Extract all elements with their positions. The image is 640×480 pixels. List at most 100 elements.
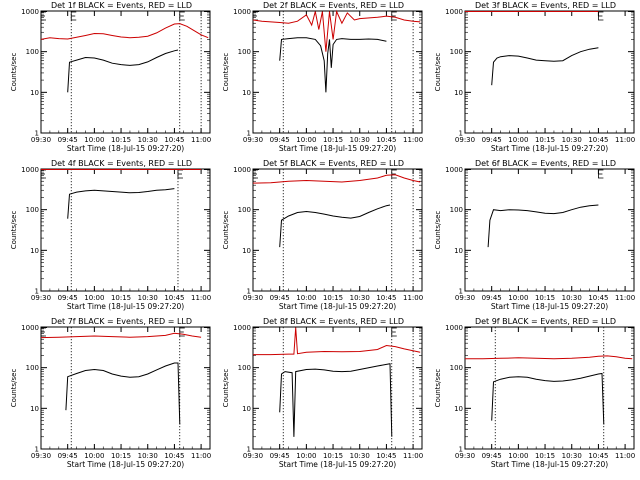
chart-panel-5: Det 5f BLACK = Events, RED = LLD 1 10 100 10… bbox=[222, 159, 423, 311]
chart-panel-8: Det 8f BLACK = Events, RED = LLD 1 10 100 10… bbox=[222, 317, 423, 469]
chart-title: Det 1f BLACK = Events, RED = LLD bbox=[51, 1, 192, 10]
x-tick-label: 09:30 bbox=[31, 294, 51, 302]
y-tick-label: 1 bbox=[459, 130, 463, 138]
lld-series-line bbox=[465, 355, 633, 360]
y-tick-label: 1000 bbox=[21, 166, 39, 174]
plot-frame bbox=[252, 10, 423, 134]
y-tick-label: 10 bbox=[242, 247, 251, 255]
x-tick-label: 09:45 bbox=[482, 136, 502, 144]
x-tick-label: 10:30 bbox=[562, 136, 582, 144]
x-tick-label: 11:00 bbox=[615, 294, 635, 302]
y-tick-label: 1 bbox=[459, 288, 463, 296]
x-tick-label: 10:15 bbox=[323, 136, 343, 144]
plot-frame bbox=[40, 168, 211, 292]
plot-frame bbox=[40, 326, 211, 450]
x-tick-label: 10:30 bbox=[138, 136, 158, 144]
chart-title: Det 8f BLACK = Events, RED = LLD bbox=[263, 317, 404, 326]
y-axis-label: Counts/sec bbox=[10, 53, 18, 92]
chart-panel-9: Det 9f BLACK = Events, RED = LLD 1 10 100 10… bbox=[434, 317, 635, 469]
x-tick-label: 09:45 bbox=[270, 452, 290, 460]
x-tick-label: 09:45 bbox=[270, 136, 290, 144]
y-tick-label: 1000 bbox=[21, 324, 39, 332]
y-tick-label: 10 bbox=[242, 405, 251, 413]
y-axis-label: Counts/sec bbox=[222, 211, 230, 250]
x-tick-label: 10:15 bbox=[535, 294, 555, 302]
x-tick-label: 09:45 bbox=[58, 294, 78, 302]
chart-panel-7: Det 7f BLACK = Events, RED = LLD 1 10 100 10… bbox=[10, 317, 211, 469]
events-series-line bbox=[65, 362, 181, 425]
y-tick-label: 100 bbox=[238, 206, 251, 214]
events-series-line bbox=[67, 188, 175, 219]
x-tick-label: 10:00 bbox=[296, 294, 316, 302]
y-tick-label: 10 bbox=[30, 247, 39, 255]
events-series-line bbox=[279, 37, 387, 93]
x-axis-label: Start Time (18-Jul-15 09:27:20) bbox=[279, 144, 396, 153]
x-tick-label: 10:30 bbox=[562, 294, 582, 302]
chart-title: Det 9f BLACK = Events, RED = LLD bbox=[475, 317, 616, 326]
x-tick-label: 11:00 bbox=[615, 136, 635, 144]
events-series-line bbox=[67, 49, 179, 93]
x-tick-label: 09:45 bbox=[270, 294, 290, 302]
x-tick-label: 10:45 bbox=[376, 294, 396, 302]
x-tick-label: 10:45 bbox=[376, 452, 396, 460]
x-tick-label: 11:00 bbox=[403, 136, 423, 144]
interval-marker bbox=[598, 169, 604, 179]
x-tick-label: 10:15 bbox=[111, 452, 131, 460]
y-tick-label: 1 bbox=[247, 446, 251, 454]
x-tick-label: 09:30 bbox=[31, 452, 51, 460]
chart-title: Det 4f BLACK = Events, RED = LLD bbox=[51, 159, 192, 168]
plot-frame bbox=[40, 10, 211, 134]
x-tick-label: 10:00 bbox=[296, 136, 316, 144]
x-tick-label: 10:00 bbox=[508, 294, 528, 302]
events-series-line bbox=[487, 204, 599, 248]
x-axis-label: Start Time (18-Jul-15 09:27:20) bbox=[491, 460, 608, 469]
y-tick-label: 1000 bbox=[445, 8, 463, 16]
x-tick-label: 09:45 bbox=[482, 452, 502, 460]
y-tick-label: 10 bbox=[454, 405, 463, 413]
chart-panel-6: Det 6f BLACK = Events, RED = LLD 1 10 100 10… bbox=[434, 159, 635, 311]
chart-panel-4: Det 4f BLACK = Events, RED = LLD 1 10 100 10… bbox=[10, 159, 211, 311]
x-tick-label: 10:30 bbox=[138, 294, 158, 302]
x-tick-label: 11:00 bbox=[191, 294, 211, 302]
y-tick-label: 100 bbox=[450, 364, 463, 372]
y-axis-label: Counts/sec bbox=[222, 53, 230, 92]
y-axis-label: Counts/sec bbox=[10, 211, 18, 250]
x-tick-label: 10:30 bbox=[138, 452, 158, 460]
x-tick-label: 10:45 bbox=[588, 294, 608, 302]
x-tick-label: 09:30 bbox=[455, 452, 475, 460]
x-tick-label: 10:15 bbox=[111, 294, 131, 302]
y-tick-label: 1 bbox=[35, 130, 39, 138]
y-tick-label: 1 bbox=[247, 288, 251, 296]
x-tick-label: 10:30 bbox=[350, 136, 370, 144]
chart-title: Det 2f BLACK = Events, RED = LLD bbox=[263, 1, 404, 10]
y-tick-label: 100 bbox=[26, 48, 39, 56]
y-tick-label: 100 bbox=[26, 206, 39, 214]
x-tick-label: 10:00 bbox=[84, 294, 104, 302]
plot-frame bbox=[464, 326, 635, 450]
lld-series-line bbox=[40, 332, 202, 339]
x-tick-label: 10:45 bbox=[164, 136, 184, 144]
x-tick-label: 10:45 bbox=[376, 136, 396, 144]
x-axis-label: Start Time (18-Jul-15 09:27:20) bbox=[279, 460, 396, 469]
chart-panel-1: Det 1f BLACK = Events, RED = LLD 1 10 100 10… bbox=[10, 1, 211, 153]
x-tick-label: 11:00 bbox=[403, 452, 423, 460]
y-axis-label: Counts/sec bbox=[434, 369, 442, 408]
x-tick-label: 10:30 bbox=[562, 452, 582, 460]
x-tick-label: 09:45 bbox=[58, 136, 78, 144]
y-tick-label: 10 bbox=[30, 405, 39, 413]
x-tick-label: 10:15 bbox=[323, 452, 343, 460]
x-tick-label: 10:00 bbox=[84, 452, 104, 460]
plot-frame bbox=[464, 168, 635, 292]
x-tick-label: 09:45 bbox=[482, 294, 502, 302]
chart-panel-3: Det 3f BLACK = Events, RED = LLD 1 10 100 10… bbox=[434, 1, 635, 153]
chart-panel-2: Det 2f BLACK = Events, RED = LLD 1 10 100 10… bbox=[222, 1, 423, 153]
x-tick-label: 09:30 bbox=[455, 136, 475, 144]
x-tick-label: 11:00 bbox=[191, 452, 211, 460]
y-tick-label: 10 bbox=[454, 247, 463, 255]
x-axis-label: Start Time (18-Jul-15 09:27:20) bbox=[67, 460, 184, 469]
y-tick-label: 1000 bbox=[233, 8, 251, 16]
chart-title: Det 3f BLACK = Events, RED = LLD bbox=[475, 1, 616, 10]
y-tick-label: 100 bbox=[450, 206, 463, 214]
x-tick-label: 10:00 bbox=[508, 452, 528, 460]
lld-series-line bbox=[252, 174, 421, 184]
